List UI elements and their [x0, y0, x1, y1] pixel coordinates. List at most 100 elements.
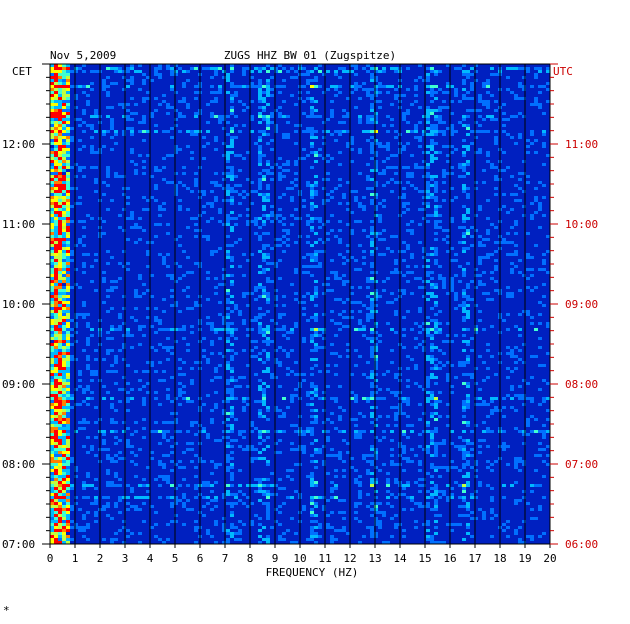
spectrogram-cell	[478, 241, 482, 244]
spectrogram-cell	[82, 109, 86, 112]
spectrogram-cell	[266, 187, 270, 190]
spectrogram-cell	[334, 538, 338, 541]
spectrogram-cell	[310, 478, 314, 481]
spectrogram-cell	[62, 391, 66, 394]
spectrogram-cell	[254, 400, 258, 403]
spectrogram-cell	[282, 223, 286, 226]
spectrogram-cell	[230, 187, 234, 190]
spectrogram-cell	[494, 187, 498, 190]
spectrogram-cell	[62, 292, 66, 295]
spectrogram-cell	[50, 220, 54, 223]
spectrogram-cell	[50, 82, 54, 85]
spectrogram-cell	[206, 142, 210, 145]
spectrogram-cell	[150, 241, 154, 244]
spectrogram-cell	[458, 241, 462, 244]
spectrogram-cell	[282, 538, 286, 541]
spectrogram-cell	[342, 460, 346, 463]
spectrogram-cell	[430, 157, 434, 160]
spectrogram-cell	[306, 235, 310, 238]
spectrogram-cell	[82, 517, 86, 520]
spectrogram-cell	[310, 454, 314, 457]
spectrogram-cell	[374, 208, 378, 211]
spectrogram-cell	[194, 97, 198, 100]
spectrogram-cell	[546, 100, 550, 103]
spectrogram-cell	[50, 367, 54, 370]
spectrogram-cell	[194, 262, 198, 265]
spectrogram-cell	[58, 232, 62, 235]
spectrogram-cell	[446, 469, 450, 472]
spectrogram-cell	[506, 241, 510, 244]
spectrogram-cell	[386, 115, 390, 118]
spectrogram-cell	[322, 445, 326, 448]
spectrogram-cell	[50, 208, 54, 211]
spectrogram-cell	[510, 262, 514, 265]
spectrogram-cell	[142, 334, 146, 337]
spectrogram-cell	[126, 217, 130, 220]
spectrogram-cell	[434, 283, 438, 286]
spectrogram-cell	[430, 541, 434, 544]
spectrogram-cell	[354, 88, 358, 91]
spectrogram-cell	[546, 463, 550, 466]
spectrogram-cell	[258, 79, 262, 82]
spectrogram-cell	[158, 322, 162, 325]
spectrogram-cell	[486, 430, 490, 433]
spectrogram-cell	[426, 79, 430, 82]
spectrogram-cell	[62, 343, 66, 346]
spectrogram-cell	[314, 100, 318, 103]
spectrogram-cell	[66, 343, 70, 346]
spectrogram-cell	[406, 202, 410, 205]
spectrogram-cell	[226, 154, 230, 157]
spectrogram-cell	[546, 430, 550, 433]
spectrogram-cell	[186, 208, 190, 211]
spectrogram-cell	[382, 514, 386, 517]
spectrogram-cell	[250, 292, 254, 295]
spectrogram-cell	[230, 376, 234, 379]
spectrogram-cell	[86, 343, 90, 346]
spectrogram-cell	[402, 118, 406, 121]
spectrogram-cell	[466, 70, 470, 73]
spectrogram-cell	[434, 454, 438, 457]
spectrogram-cell	[190, 133, 194, 136]
spectrogram-cell	[502, 118, 506, 121]
spectrogram-cell	[542, 163, 546, 166]
spectrogram-cell	[66, 199, 70, 202]
spectrogram-cell	[434, 469, 438, 472]
spectrogram-cell	[334, 274, 338, 277]
spectrogram-cell	[370, 373, 374, 376]
spectrogram-cell	[94, 514, 98, 517]
spectrogram-cell	[86, 358, 90, 361]
spectrogram-cell	[222, 268, 226, 271]
spectrogram-cell	[482, 421, 486, 424]
spectrogram-cell	[58, 283, 62, 286]
spectrogram-cell	[338, 430, 342, 433]
spectrogram-cell	[262, 259, 266, 262]
spectrogram-cell	[430, 184, 434, 187]
spectrogram-cell	[70, 343, 74, 346]
chart-title: ZUGS HHZ BW 01 (Zugspitze)	[224, 49, 396, 62]
spectrogram-cell	[78, 169, 82, 172]
spectrogram-cell	[54, 223, 58, 226]
spectrogram-cell	[426, 538, 430, 541]
spectrogram-cell	[454, 88, 458, 91]
spectrogram-cell	[294, 163, 298, 166]
spectrogram-cell	[130, 97, 134, 100]
spectrogram-cell	[174, 151, 178, 154]
spectrogram-cell	[426, 76, 430, 79]
spectrogram-cell	[154, 535, 158, 538]
spectrogram-cell	[390, 517, 394, 520]
spectrogram-cell	[230, 532, 234, 535]
spectrogram-cell	[226, 76, 230, 79]
spectrogram-cell	[282, 136, 286, 139]
spectrogram-cell	[262, 256, 266, 259]
spectrogram-cell	[370, 232, 374, 235]
spectrogram-cell	[522, 160, 526, 163]
spectrogram-cell	[514, 499, 518, 502]
spectrogram-cell	[474, 382, 478, 385]
spectrogram-cell	[174, 70, 178, 73]
spectrogram-cell	[210, 340, 214, 343]
spectrogram-cell	[462, 463, 466, 466]
spectrogram-cell	[282, 115, 286, 118]
spectrogram-cell	[494, 409, 498, 412]
spectrogram-cell	[58, 421, 62, 424]
spectrogram-cell	[50, 205, 54, 208]
